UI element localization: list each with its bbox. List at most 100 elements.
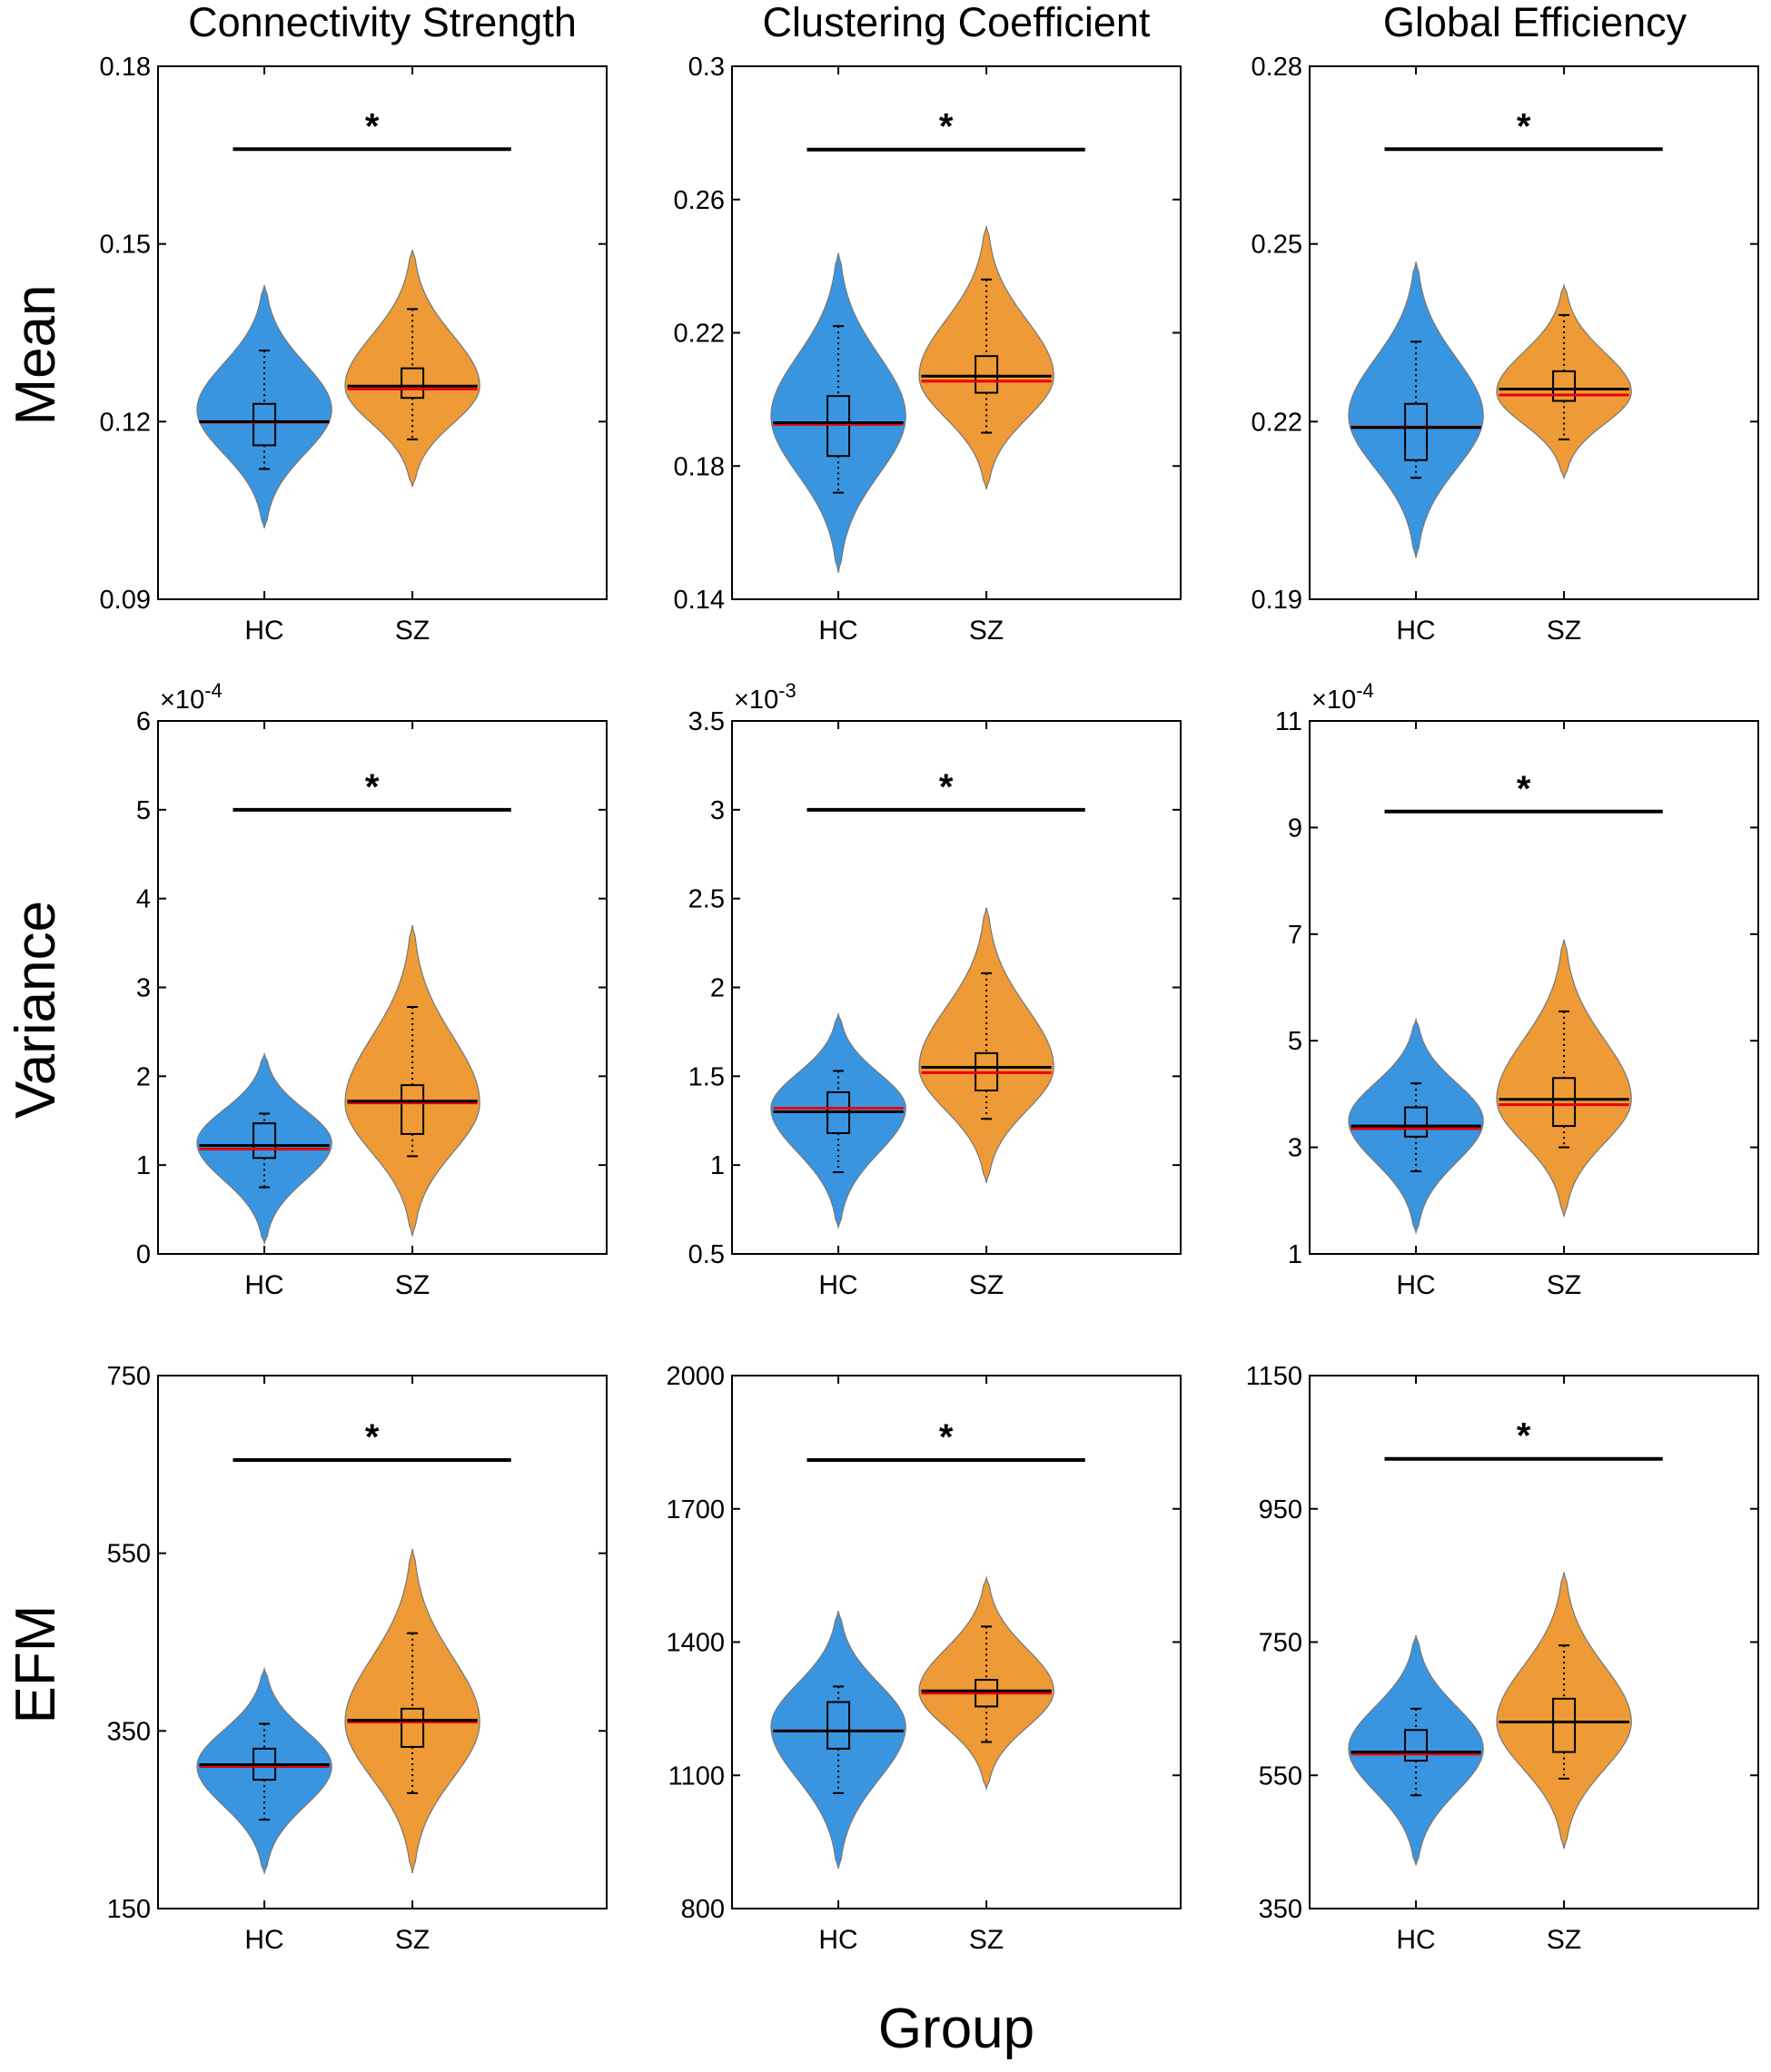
y-tick-label: 3 (136, 974, 151, 1003)
violin-hc (1348, 1635, 1484, 1866)
x-tick-label-hc: HC (1396, 1925, 1435, 1955)
y-tick-label: 1.5 (688, 1062, 725, 1091)
x-tick-label-sz: SZ (395, 1925, 430, 1955)
y-tick-label: 1100 (668, 1761, 725, 1791)
iqr-box-hc (1404, 1729, 1429, 1762)
significance-star: * (1517, 1416, 1531, 1456)
iqr-box-sz (975, 355, 999, 394)
y-tick-label: 11 (1275, 707, 1302, 736)
panel-efm-global-efficiency: 350 550 750 950 1150 HC SZ * (1246, 1362, 1759, 1955)
iqr-box-sz (1552, 370, 1577, 402)
significance-star: * (1517, 769, 1531, 809)
violin-hc (770, 1011, 906, 1230)
axes-frame (157, 1375, 608, 1909)
significance-star: * (939, 107, 954, 147)
y-tick-label: 750 (1259, 1629, 1302, 1658)
y-tick-label: 9 (1288, 814, 1302, 843)
violin-sz (1496, 1572, 1632, 1850)
y-tick-label: 0.14 (674, 586, 725, 615)
y-tick-label: 0.09 (100, 586, 151, 615)
y-tick-label: 0.18 (100, 53, 151, 82)
y-tick-label: 950 (1259, 1495, 1302, 1524)
y-tick-label: 2 (136, 1062, 151, 1091)
iqr-box-hc (826, 395, 851, 458)
x-tick-label-hc: HC (244, 1270, 283, 1300)
x-tick-label-hc: HC (1396, 1270, 1435, 1300)
y-tick-label: 1 (1288, 1240, 1302, 1269)
axes-frame (1309, 65, 1759, 600)
violin-hc (770, 252, 906, 573)
y-tick-label: 0.5 (688, 1240, 725, 1269)
y-tick-label: 5 (1288, 1027, 1302, 1056)
significance-star: * (365, 767, 380, 807)
y-tick-label: 750 (107, 1362, 151, 1391)
y-tick-label: 800 (681, 1895, 725, 1924)
y-tick-label: 0.22 (1252, 408, 1302, 437)
y-tick-label: 1150 (1246, 1362, 1302, 1391)
x-tick-label-sz: SZ (395, 616, 430, 646)
panel-variance-connectivity-strength: 0 1 2 3 4 5 6 ×10-4 HC SZ * (136, 679, 608, 1300)
y-tick-label: 4 (136, 885, 151, 914)
y-exponent-label: ×10-4 (1311, 679, 1374, 715)
y-tick-label: 1400 (666, 1629, 725, 1658)
significance-star: * (939, 767, 954, 807)
significance-star: * (939, 1417, 954, 1457)
significance-star: * (1517, 106, 1531, 146)
y-tick-label: 2 (710, 974, 725, 1003)
x-tick-label-sz: SZ (395, 1270, 430, 1300)
x-tick-label-hc: HC (244, 616, 283, 646)
x-tick-label-sz: SZ (969, 1925, 1004, 1955)
x-axis-label-group: Group (878, 1998, 1034, 2060)
y-tick-label: 0.3 (688, 53, 725, 82)
y-tick-label: 5 (136, 796, 151, 825)
iqr-box-sz (1552, 1077, 1577, 1128)
y-tick-label: 150 (107, 1895, 151, 1924)
panel-efm-clustering-coefficient: 800 1100 1400 1700 2000 HC SZ * (666, 1362, 1182, 1955)
y-tick-label: 0.26 (674, 186, 725, 215)
axes-frame (157, 65, 608, 600)
panel-mean-global-efficiency: 0.19 0.22 0.25 0.28 HC SZ * (1252, 53, 1759, 646)
y-tick-label: 3 (1288, 1134, 1302, 1163)
y-tick-label: 0.25 (1252, 231, 1302, 260)
x-tick-label-sz: SZ (969, 616, 1004, 646)
violin-sz (1496, 283, 1632, 480)
panel-mean-clustering-coefficient: 0.14 0.18 0.22 0.26 0.3 HC SZ * (674, 53, 1182, 646)
row-label-variance: Variance (5, 901, 67, 1119)
violin-hc (770, 1611, 906, 1870)
violin-sz (918, 225, 1054, 490)
row-label-efm: EFM (5, 1605, 67, 1724)
x-tick-label-hc: HC (818, 1270, 857, 1300)
y-tick-label: 0.22 (674, 320, 725, 349)
violin-hc (196, 1666, 332, 1876)
x-tick-label-hc: HC (818, 616, 857, 646)
x-tick-label-sz: SZ (1547, 616, 1581, 646)
y-tick-label: 0.12 (100, 408, 151, 437)
y-tick-label: 350 (107, 1717, 151, 1746)
iqr-box-hc (826, 1701, 851, 1750)
iqr-box-sz (401, 1084, 425, 1135)
violin-hc (1348, 261, 1484, 558)
y-tick-label: 550 (107, 1540, 151, 1569)
y-tick-label: 0 (136, 1240, 151, 1269)
significance-star: * (365, 1417, 380, 1457)
y-tick-label: 3 (710, 796, 725, 825)
y-tick-label: 1700 (666, 1495, 725, 1524)
panel-mean-connectivity-strength: 0.09 0.12 0.15 0.18 HC SZ * (100, 53, 608, 646)
iqr-box-hc (252, 1122, 277, 1159)
y-tick-label: 1 (710, 1151, 725, 1180)
iqr-box-sz (401, 367, 425, 400)
violin-sz (344, 924, 480, 1237)
y-tick-label: 0.15 (100, 231, 151, 260)
x-tick-label-sz: SZ (1547, 1925, 1581, 1955)
y-tick-label: 6 (136, 707, 151, 736)
x-tick-label-sz: SZ (1547, 1270, 1581, 1300)
panel-variance-global-efficiency: 1 3 5 7 9 11 ×10-4 HC SZ * (1275, 679, 1759, 1300)
x-tick-label-hc: HC (1396, 616, 1435, 646)
y-exponent-label: ×10-3 (734, 679, 796, 715)
axes-frame (1309, 720, 1759, 1255)
y-tick-label: 1 (136, 1151, 151, 1180)
y-tick-label: 0.28 (1252, 53, 1302, 82)
panel-variance-clustering-coefficient: 0.5 1 1.5 2 2.5 3 3.5 ×10-3 HC SZ * (688, 679, 1182, 1300)
y-tick-label: 550 (1259, 1761, 1302, 1791)
